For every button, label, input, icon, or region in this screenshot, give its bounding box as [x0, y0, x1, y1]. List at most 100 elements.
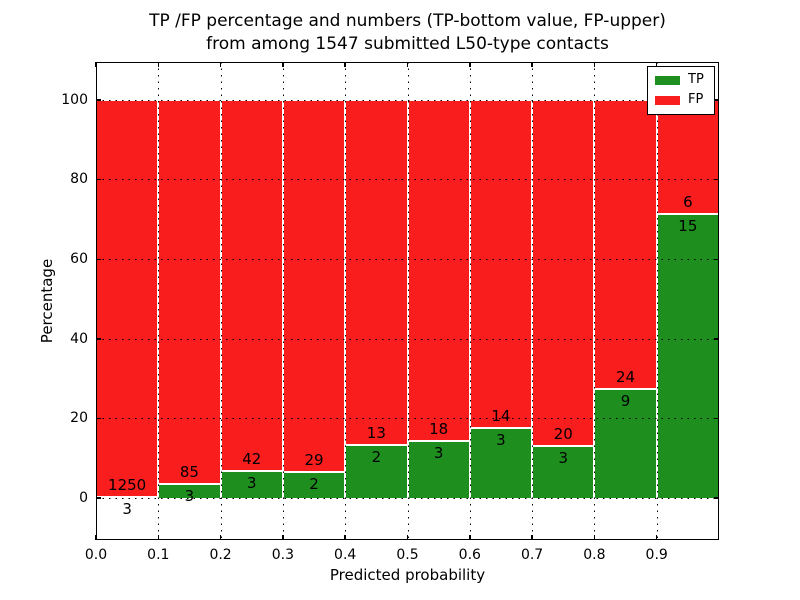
x-tick-mark-bottom: [219, 535, 222, 540]
x-tick-label: 0.7: [520, 547, 544, 563]
y-tick-mark-left: [96, 178, 101, 181]
bar-fp-segment: [220, 99, 283, 472]
bar-fp-segment: [469, 99, 533, 428]
y-tick-mark-right: [714, 497, 719, 499]
tp-count-label: 9: [620, 392, 631, 411]
tp-count-label: 3: [246, 474, 257, 493]
y-tick-mark-left: [96, 258, 101, 260]
bar-edge-separator: [469, 426, 533, 429]
x-tick-label: 0.2: [209, 547, 232, 563]
bar-edge-separator: [656, 212, 719, 215]
x-tick-mark-top: [95, 62, 97, 67]
x-gridline: [220, 62, 222, 540]
x-tick-mark-top: [593, 62, 596, 67]
x-tick-label: 0.4: [334, 547, 357, 563]
x-tick-label: 0.8: [583, 547, 606, 563]
y-tick-label: 40: [70, 330, 88, 347]
y-tick-mark-left: [96, 417, 101, 420]
bar-edge-separator: [158, 483, 221, 486]
bar-fp-segment: [282, 99, 346, 473]
tp-count-label: 2: [371, 447, 382, 466]
fp-count-label: 29: [304, 451, 324, 470]
bar-fp-segment: [345, 99, 408, 445]
x-tick-mark-bottom: [655, 535, 658, 540]
bar-fp-segment: [594, 99, 657, 390]
y-tick-mark-right: [714, 258, 719, 260]
bar-tp-segment: [220, 471, 283, 498]
x-tick-mark-bottom: [157, 535, 160, 540]
fp-count-label: 20: [553, 424, 573, 443]
x-gridline: [469, 62, 471, 540]
bar-fp-segment: [407, 99, 470, 441]
bar-edge-separator: [220, 470, 283, 473]
x-gridline: [407, 62, 409, 540]
x-gridline: [158, 62, 160, 540]
chart-title: TP /FP percentage and numbers (TP-bottom…: [96, 10, 719, 56]
y-tick-mark-left: [96, 497, 101, 499]
fp-count-label: 6: [683, 192, 693, 211]
bar-edge-separator: [345, 443, 408, 446]
x-gridline: [345, 62, 347, 540]
legend: TP FP: [647, 66, 715, 115]
fp-count-label: 42: [242, 450, 262, 469]
chart-title-line-2: from among 1547 submitted L50-type conta…: [206, 34, 609, 54]
x-tick-mark-top: [406, 62, 409, 67]
y-tick-mark-left: [96, 338, 101, 340]
bar-edge-separator: [282, 471, 346, 474]
x-tick-label: 0.9: [645, 547, 668, 563]
fp-legend-swatch: [655, 95, 680, 105]
bar-tp-segment: [594, 389, 657, 498]
x-tick-mark-top: [282, 62, 284, 67]
y-tick-label: 100: [61, 91, 88, 108]
y-tick-label: 80: [70, 171, 88, 188]
x-tick-mark-bottom: [531, 535, 533, 540]
x-tick-mark-bottom: [406, 535, 409, 540]
legend-item-tp: TP: [655, 73, 708, 87]
fp-count-label: 18: [429, 419, 449, 438]
legend-item-fp: FP: [655, 93, 708, 107]
fp-count-label: 24: [615, 368, 636, 387]
y-tick-label: 60: [70, 251, 88, 267]
y-tick-label: 20: [70, 410, 88, 427]
x-tick-mark-bottom: [593, 535, 596, 540]
x-tick-label: 0.3: [271, 547, 295, 563]
bar-tp-segment: [282, 472, 346, 498]
bar-edge-separator: [532, 444, 595, 447]
y-tick-label: 0: [79, 489, 88, 506]
x-tick-label: 0.1: [147, 547, 170, 563]
tp-count-label: 3: [184, 487, 195, 506]
fp-count-label: 13: [366, 423, 386, 442]
x-axis-label: Predicted probability: [329, 566, 486, 584]
bar-fp-segment: [158, 99, 221, 485]
fp-count-label: 85: [179, 463, 199, 482]
bar-tp-segment: [656, 213, 719, 498]
y-tick-mark-right: [714, 417, 719, 420]
x-tick-mark-top: [219, 62, 222, 67]
x-gridline: [532, 62, 534, 540]
x-gridline: [656, 62, 658, 540]
bar-tp-segment: [532, 445, 595, 498]
tp-count-label: 3: [433, 443, 444, 462]
tp-count-label: 3: [558, 448, 569, 467]
bar-tp-segment: [469, 427, 533, 498]
tp-count-label: 2: [309, 475, 319, 494]
bar-fp-segment: [532, 99, 595, 446]
x-tick-mark-bottom: [282, 535, 284, 540]
bar-edge-separator: [407, 439, 470, 442]
bar-tp-segment: [345, 444, 408, 498]
y-tick-mark-right: [714, 338, 719, 340]
x-tick-mark-top: [655, 62, 658, 67]
fp-count-label: 1250: [108, 475, 147, 494]
x-tick-mark-top: [531, 62, 533, 67]
y-tick-mark-left: [96, 99, 101, 101]
x-gridline: [594, 62, 596, 540]
x-tick-label: 0.0: [84, 547, 108, 563]
x-tick-mark-bottom: [344, 535, 346, 540]
bar-edge-separator: [594, 388, 657, 391]
tp-legend-swatch: [655, 75, 680, 85]
bar-tp-segment: [407, 440, 470, 498]
bar-edge-separator: [96, 495, 159, 498]
x-tick-label: 0.5: [396, 547, 419, 563]
x-tick-mark-top: [344, 62, 346, 67]
